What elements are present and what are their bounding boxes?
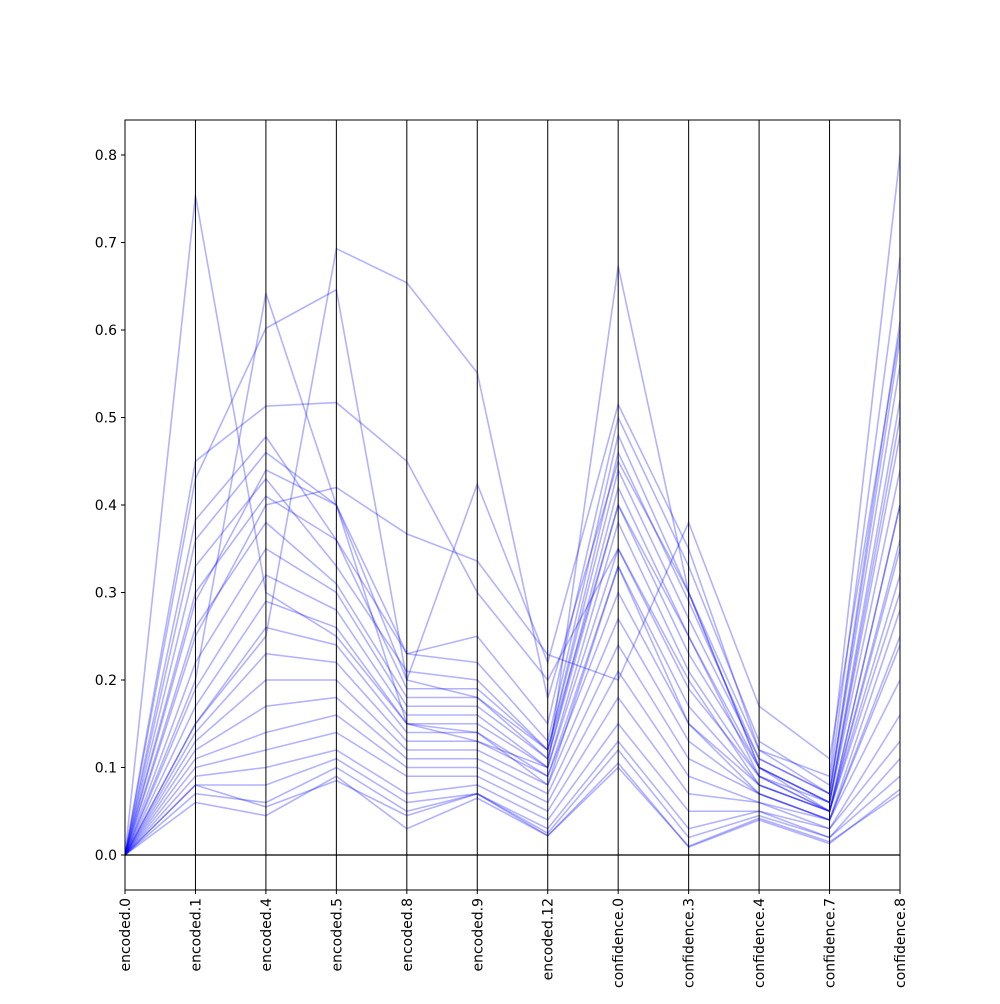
x-tick-label: encoded.9 — [470, 898, 486, 972]
x-tick-label: confidence.7 — [823, 898, 839, 988]
series-line — [125, 257, 900, 856]
series-line — [125, 504, 900, 856]
y-tick-label: 0.7 — [95, 236, 117, 252]
series-line — [125, 643, 900, 856]
y-tick-label: 0.8 — [95, 148, 117, 164]
series-line — [125, 338, 900, 856]
x-tick-label: encoded.8 — [400, 898, 416, 972]
series-line — [125, 748, 900, 856]
x-tick-label: encoded.1 — [188, 898, 204, 972]
series-line — [125, 321, 900, 856]
series-line — [125, 288, 900, 856]
plot-frame — [124, 119, 901, 891]
x-tick-label: encoded.4 — [259, 898, 275, 972]
series-line — [125, 766, 900, 856]
series-line — [125, 722, 900, 856]
y-tick-label: 0.4 — [95, 498, 117, 514]
series-line — [125, 399, 900, 856]
y-tick-label: 0.2 — [95, 673, 117, 689]
vertical-axes-layer — [194, 120, 831, 890]
y-tick-label: 0.6 — [95, 323, 117, 339]
y-tick-label: 0.5 — [95, 411, 117, 427]
x-tick-label: encoded.5 — [329, 898, 345, 972]
series-lines-layer — [125, 154, 900, 856]
series-line — [125, 247, 900, 856]
x-tick-label: encoded.0 — [118, 898, 134, 972]
series-line — [125, 739, 900, 856]
x-tick-label: encoded.12 — [541, 898, 557, 980]
series-line — [125, 195, 900, 856]
y-tick-label: 0.0 — [95, 848, 117, 864]
x-tick-label: confidence.0 — [611, 898, 627, 988]
series-line — [125, 609, 900, 856]
x-tick-label: confidence.3 — [682, 898, 698, 988]
series-line — [125, 469, 900, 856]
series-line — [125, 329, 900, 856]
x-axis-ticks: encoded.0 encoded.1 encoded.4 encoded.5 enco… — [118, 890, 909, 988]
series-line — [125, 265, 900, 856]
series-line — [125, 574, 900, 856]
series-line — [125, 539, 900, 856]
y-tick-label: 0.1 — [95, 761, 117, 777]
series-line — [125, 696, 900, 856]
x-tick-label: confidence.8 — [893, 898, 909, 988]
x-tick-label: confidence.4 — [752, 898, 768, 988]
series-line — [125, 364, 900, 856]
y-tick-label: 0.3 — [95, 586, 117, 602]
series-line — [125, 401, 900, 856]
series-line — [125, 761, 900, 856]
series-line — [125, 434, 900, 856]
series-line — [125, 669, 900, 856]
y-axis-ticks: 0.0 0.1 0.2 0.3 0.4 0.5 0.6 0.7 0.8 — [95, 148, 125, 864]
series-line — [125, 154, 900, 856]
